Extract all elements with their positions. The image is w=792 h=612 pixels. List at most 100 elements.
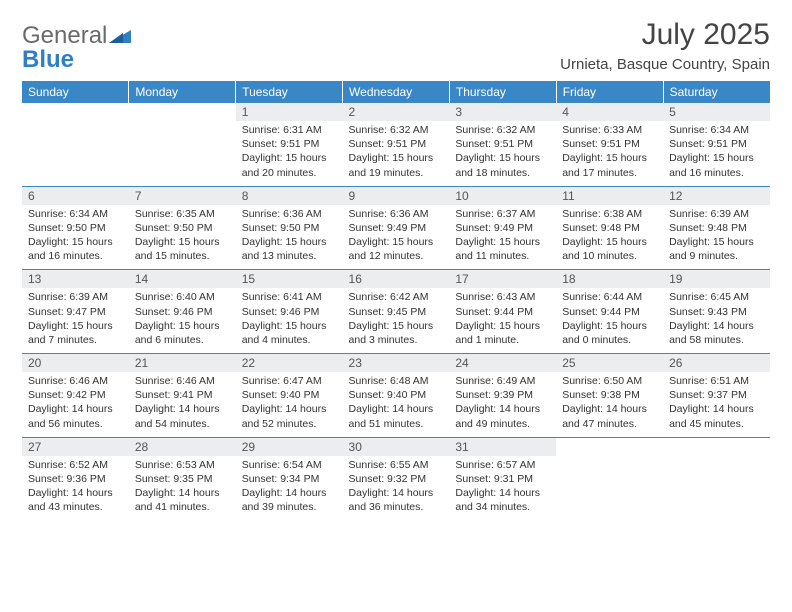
day-details: Sunrise: 6:32 AMSunset: 9:51 PMDaylight:… bbox=[449, 121, 556, 180]
day-header-friday: Friday bbox=[556, 81, 663, 103]
week-row: 1Sunrise: 6:31 AMSunset: 9:51 PMDaylight… bbox=[22, 103, 770, 186]
sunset-text: Sunset: 9:50 PM bbox=[28, 221, 123, 235]
day-number: 10 bbox=[449, 187, 556, 205]
day-details bbox=[129, 107, 236, 163]
day-details: Sunrise: 6:43 AMSunset: 9:44 PMDaylight:… bbox=[449, 288, 556, 347]
daylight-text: Daylight: 15 hours and 1 minute. bbox=[455, 319, 550, 347]
day-details: Sunrise: 6:33 AMSunset: 9:51 PMDaylight:… bbox=[556, 121, 663, 180]
sunset-text: Sunset: 9:51 PM bbox=[562, 137, 657, 151]
week-row: 6 Sunrise: 6:34 AMSunset: 9:50 PM Daylight… bbox=[22, 186, 770, 270]
month-title: July 2025 bbox=[560, 18, 770, 52]
sunset-text: Sunset: 9:35 PM bbox=[135, 472, 230, 486]
day-number: 30 bbox=[343, 438, 450, 456]
day-number: 23 bbox=[343, 354, 450, 372]
day-details: Sunrise: 6:48 AMSunset: 9:40 PMDaylight:… bbox=[343, 372, 450, 431]
sunrise-text: Sunrise: 6:53 AM bbox=[135, 458, 230, 472]
daylight-text: Daylight: 15 hours and 10 minutes. bbox=[562, 235, 657, 263]
daylight-text: Daylight: 14 hours and 54 minutes. bbox=[135, 402, 230, 430]
day-number: 19 bbox=[663, 270, 770, 288]
sunrise-text: Sunrise: 6:41 AM bbox=[242, 290, 337, 304]
daylight-text: Daylight: 14 hours and 56 minutes. bbox=[28, 402, 123, 430]
day-details bbox=[22, 107, 129, 163]
sunset-text: Sunset: 9:43 PM bbox=[669, 305, 764, 319]
day-cell: 7Sunrise: 6:35 AMSunset: 9:50 PMDaylight… bbox=[129, 186, 236, 270]
day-number: 21 bbox=[129, 354, 236, 372]
logo-text-blue: Blue bbox=[22, 46, 74, 73]
daylight-text: Daylight: 15 hours and 12 minutes. bbox=[349, 235, 444, 263]
day-details: Sunrise: 6:36 AMSunset: 9:50 PMDaylight:… bbox=[236, 205, 343, 264]
day-cell: 13Sunrise: 6:39 AMSunset: 9:47 PMDayligh… bbox=[22, 269, 129, 353]
sunrise-text: Sunrise: 6:47 AM bbox=[242, 374, 337, 388]
sunrise-text: Sunrise: 6:34 AM bbox=[28, 207, 123, 221]
sunrise-text: Sunrise: 6:33 AM bbox=[562, 123, 657, 137]
day-cell: 25Sunrise: 6:50 AMSunset: 9:38 PMDayligh… bbox=[556, 353, 663, 437]
daylight-text: Daylight: 15 hours and 11 minutes. bbox=[455, 235, 550, 263]
sunset-text: Sunset: 9:34 PM bbox=[242, 472, 337, 486]
sunset-text: Sunset: 9:44 PM bbox=[455, 305, 550, 319]
day-number: 5 bbox=[663, 103, 770, 121]
calendar-body: 1Sunrise: 6:31 AMSunset: 9:51 PMDaylight… bbox=[22, 103, 770, 520]
daylight-text: Daylight: 14 hours and 51 minutes. bbox=[349, 402, 444, 430]
day-cell bbox=[556, 437, 663, 521]
sunrise-text: Sunrise: 6:37 AM bbox=[455, 207, 550, 221]
daylight-text: Daylight: 14 hours and 58 minutes. bbox=[669, 319, 764, 347]
day-details: Sunrise: 6:45 AMSunset: 9:43 PMDaylight:… bbox=[663, 288, 770, 347]
sunrise-text: Sunrise: 6:42 AM bbox=[349, 290, 444, 304]
day-cell: 26Sunrise: 6:51 AMSunset: 9:37 PMDayligh… bbox=[663, 353, 770, 437]
sunset-text: Sunset: 9:47 PM bbox=[28, 305, 123, 319]
day-details: Sunrise: 6:52 AMSunset: 9:36 PMDaylight:… bbox=[22, 456, 129, 515]
daylight-text: Daylight: 15 hours and 0 minutes. bbox=[562, 319, 657, 347]
day-cell: 27Sunrise: 6:52 AMSunset: 9:36 PMDayligh… bbox=[22, 437, 129, 521]
sunset-text: Sunset: 9:36 PM bbox=[28, 472, 123, 486]
day-cell: 22Sunrise: 6:47 AMSunset: 9:40 PMDayligh… bbox=[236, 353, 343, 437]
daylight-text: Daylight: 15 hours and 15 minutes. bbox=[135, 235, 230, 263]
daylight-text: Daylight: 15 hours and 20 minutes. bbox=[242, 151, 337, 179]
sunrise-text: Sunrise: 6:48 AM bbox=[349, 374, 444, 388]
day-number: 26 bbox=[663, 354, 770, 372]
sunset-text: Sunset: 9:51 PM bbox=[349, 137, 444, 151]
location-label: Urnieta, Basque Country, Spain bbox=[560, 56, 770, 73]
sunrise-text: Sunrise: 6:39 AM bbox=[28, 290, 123, 304]
day-details: Sunrise: 6:36 AMSunset: 9:49 PMDaylight:… bbox=[343, 205, 450, 264]
daylight-text: Daylight: 14 hours and 39 minutes. bbox=[242, 486, 337, 514]
sunrise-text: Sunrise: 6:32 AM bbox=[455, 123, 550, 137]
day-cell: 19Sunrise: 6:45 AMSunset: 9:43 PMDayligh… bbox=[663, 269, 770, 353]
day-number: 4 bbox=[556, 103, 663, 121]
sunset-text: Sunset: 9:40 PM bbox=[349, 388, 444, 402]
day-header-wednesday: Wednesday bbox=[343, 81, 450, 103]
daylight-text: Daylight: 15 hours and 16 minutes. bbox=[669, 151, 764, 179]
day-number: 2 bbox=[343, 103, 450, 121]
logo-triangle-icon bbox=[109, 29, 131, 45]
day-cell: 6Sunrise: 6:34 AMSunset: 9:50 PMDaylight… bbox=[22, 186, 129, 270]
sunrise-text: Sunrise: 6:34 AM bbox=[669, 123, 764, 137]
day-details: Sunrise: 6:35 AMSunset: 9:50 PMDaylight:… bbox=[129, 205, 236, 264]
title-block: July 2025 Urnieta, Basque Country, Spain bbox=[560, 18, 770, 73]
day-number: 7 bbox=[129, 187, 236, 205]
day-details: Sunrise: 6:38 AMSunset: 9:48 PMDaylight:… bbox=[556, 205, 663, 264]
daylight-text: Daylight: 14 hours and 49 minutes. bbox=[455, 402, 550, 430]
sunrise-text: Sunrise: 6:35 AM bbox=[135, 207, 230, 221]
day-cell: 11Sunrise: 6:38 AMSunset: 9:48 PMDayligh… bbox=[556, 186, 663, 270]
day-cell: 20Sunrise: 6:46 AMSunset: 9:42 PMDayligh… bbox=[22, 353, 129, 437]
day-number: 6 bbox=[22, 187, 129, 205]
sunset-text: Sunset: 9:38 PM bbox=[562, 388, 657, 402]
day-cell: 21Sunrise: 6:46 AMSunset: 9:41 PMDayligh… bbox=[129, 353, 236, 437]
sunrise-text: Sunrise: 6:45 AM bbox=[669, 290, 764, 304]
day-number: 31 bbox=[449, 438, 556, 456]
day-cell bbox=[663, 437, 770, 521]
day-number: 13 bbox=[22, 270, 129, 288]
day-details bbox=[663, 442, 770, 498]
sunrise-text: Sunrise: 6:50 AM bbox=[562, 374, 657, 388]
day-cell: 15Sunrise: 6:41 AMSunset: 9:46 PMDayligh… bbox=[236, 269, 343, 353]
day-header-row: Sunday Monday Tuesday Wednesday Thursday… bbox=[22, 81, 770, 103]
day-cell: 8Sunrise: 6:36 AMSunset: 9:50 PMDaylight… bbox=[236, 186, 343, 270]
sunset-text: Sunset: 9:46 PM bbox=[242, 305, 337, 319]
sunset-text: Sunset: 9:32 PM bbox=[349, 472, 444, 486]
sunset-text: Sunset: 9:40 PM bbox=[242, 388, 337, 402]
sunrise-text: Sunrise: 6:36 AM bbox=[349, 207, 444, 221]
day-cell: 28Sunrise: 6:53 AMSunset: 9:35 PMDayligh… bbox=[129, 437, 236, 521]
day-details: Sunrise: 6:40 AMSunset: 9:46 PMDaylight:… bbox=[129, 288, 236, 347]
daylight-text: Daylight: 14 hours and 43 minutes. bbox=[28, 486, 123, 514]
day-cell: 24Sunrise: 6:49 AMSunset: 9:39 PMDayligh… bbox=[449, 353, 556, 437]
day-details: Sunrise: 6:50 AMSunset: 9:38 PMDaylight:… bbox=[556, 372, 663, 431]
